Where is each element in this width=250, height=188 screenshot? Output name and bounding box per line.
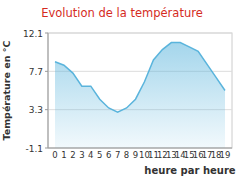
x-tick-label: 19	[220, 150, 231, 160]
x-axis-label: heure par heure	[144, 165, 235, 176]
x-tick-label: 7	[115, 150, 120, 160]
x-tick-label: 2	[70, 150, 75, 160]
x-tick-label: 9	[133, 150, 138, 160]
x-tick-label: 8	[124, 150, 129, 160]
x-axis	[48, 148, 232, 149]
title: Evolution de la température	[41, 6, 203, 20]
plot-area	[48, 33, 232, 148]
grid-line	[48, 33, 232, 34]
x-tick-label: 0	[52, 150, 57, 160]
chart: -1.13.37.712.101234567891011121314151617…	[0, 0, 250, 188]
x-tick-label: 6	[106, 150, 111, 160]
grid-line	[48, 148, 232, 149]
y-tick-label: 7.7	[29, 67, 43, 77]
x-tick-label: 3	[79, 150, 84, 160]
x-tick-label: 5	[97, 150, 102, 160]
y-tick-label: -1.1	[25, 144, 43, 154]
area-fill	[55, 43, 225, 148]
line	[55, 43, 225, 113]
x-tick-label: 1	[61, 150, 66, 160]
y-tick-label: 3.3	[29, 105, 43, 115]
y-tick-label: 12.1	[23, 29, 43, 39]
x-tick-label: 4	[88, 150, 93, 160]
y-axis-label: Température en °C	[1, 41, 12, 141]
y-axis	[48, 33, 49, 148]
series-group	[55, 43, 225, 148]
